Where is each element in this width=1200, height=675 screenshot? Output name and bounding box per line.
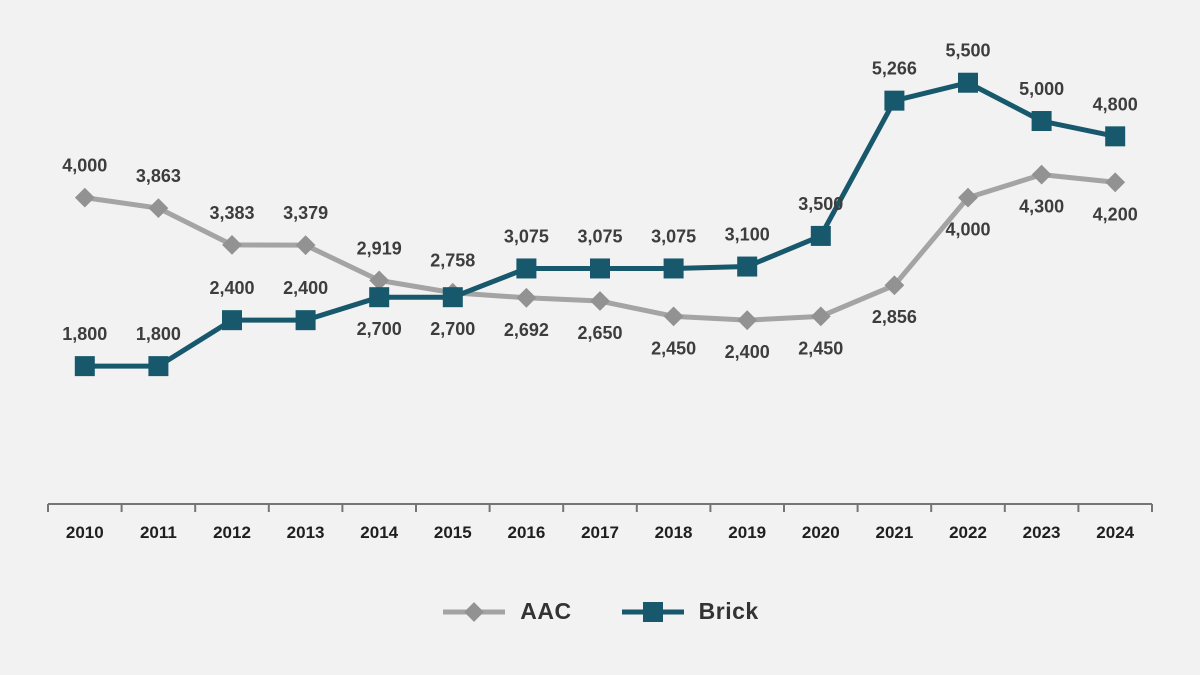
value-label: 5,000: [1019, 79, 1064, 99]
brick-marker-square-icon: [737, 256, 758, 277]
chart-legend: AAC Brick: [0, 598, 1200, 625]
legend-label-aac: AAC: [520, 598, 572, 624]
aac-marker-diamond-icon: [1031, 164, 1052, 185]
aac-marker-diamond-icon: [148, 198, 169, 219]
value-label: 2,450: [798, 338, 843, 358]
value-label: 2,400: [283, 278, 328, 298]
legend-item-aac: AAC: [441, 598, 571, 625]
x-axis-label: 2020: [802, 523, 840, 542]
value-label: 2,856: [872, 307, 917, 327]
x-axis-label: 2017: [581, 523, 619, 542]
brick-marker-square-icon: [442, 287, 463, 308]
brick-marker-square-icon: [295, 310, 316, 331]
x-axis-label: 2010: [66, 523, 104, 542]
value-label: 2,450: [651, 338, 696, 358]
value-label: 1,800: [136, 324, 181, 344]
value-label: 5,266: [872, 59, 917, 79]
value-label: 1,800: [62, 324, 107, 344]
x-axis-label: 2016: [507, 523, 545, 542]
aac-marker-diamond-icon: [295, 235, 316, 256]
value-label: 3,379: [283, 203, 328, 223]
value-label: 2,400: [209, 278, 254, 298]
value-label: 2,700: [430, 319, 475, 339]
brick-value-labels: 1,800 1,800 2,400 2,400 2,700 2,700 3,075 3,075…: [62, 41, 1137, 344]
legend-label-brick: Brick: [698, 598, 759, 624]
value-label: 3,500: [798, 194, 843, 214]
aac-legend-swatch: [443, 601, 506, 622]
value-label: 3,100: [725, 225, 770, 245]
aac-marker-diamond-icon: [1105, 172, 1126, 193]
brick-marker-square-icon: [369, 287, 390, 308]
brick-marker-square-icon: [222, 310, 242, 331]
aac-value-labels: 4,000 3,863 3,383 3,379 2,919 2,758 2,692 2,650…: [62, 156, 1137, 363]
x-axis: 2010 2011 2012 2013 2014 2015 2016 2017 2018 2019…: [47, 503, 1153, 542]
brick-marker-square-icon: [148, 356, 169, 377]
x-axis-label: 2018: [655, 523, 693, 542]
brick-marker-square-icon: [74, 356, 95, 377]
brick-swatch-square-icon: [642, 601, 663, 622]
x-axis-label: 2023: [1023, 523, 1061, 542]
value-label: 2,692: [504, 320, 549, 340]
brick-marker-square-icon: [1031, 111, 1052, 132]
aac-marker-diamond-icon: [737, 310, 758, 331]
brick-marker-square-icon: [884, 90, 905, 111]
value-label: 2,400: [725, 342, 770, 362]
value-label: 3,075: [577, 226, 622, 246]
series-brick: [74, 72, 1126, 377]
value-label: 4,000: [62, 156, 107, 176]
aac-marker-diamond-icon: [369, 270, 390, 291]
x-axis-label: 2022: [949, 523, 987, 542]
aac-marker-diamond-icon: [810, 306, 831, 327]
value-label: 3,075: [651, 226, 696, 246]
value-label: 4,200: [1093, 204, 1138, 224]
aac-marker-diamond-icon: [222, 234, 242, 255]
brick-marker-square-icon: [810, 225, 831, 246]
x-axis-label: 2013: [287, 523, 325, 542]
value-label: 3,863: [136, 166, 181, 186]
x-axis-label: 2011: [140, 523, 177, 542]
aac-marker-diamond-icon: [884, 275, 905, 296]
value-label: 2,758: [430, 251, 475, 271]
x-axis-label: 2015: [434, 523, 472, 542]
brick-marker-square-icon: [516, 258, 537, 279]
aac-marker-diamond-icon: [74, 187, 95, 208]
value-label: 3,075: [504, 226, 549, 246]
aac-marker-diamond-icon: [590, 291, 610, 311]
brick-marker-square-icon: [1105, 126, 1126, 147]
brick-marker-square-icon: [590, 258, 610, 279]
x-axis-label: 2024: [1096, 523, 1134, 542]
aac-swatch-diamond-icon: [464, 601, 485, 622]
value-label: 4,800: [1093, 94, 1138, 114]
brick-marker-square-icon: [663, 258, 684, 279]
value-label: 2,650: [577, 323, 622, 343]
x-axis-label: 2019: [728, 523, 766, 542]
value-label: 2,700: [357, 319, 402, 339]
brick-legend-swatch: [621, 601, 684, 622]
x-axis-label: 2012: [213, 523, 251, 542]
aac-marker-diamond-icon: [516, 287, 537, 308]
value-label: 4,300: [1019, 197, 1064, 217]
x-axis-label: 2021: [875, 523, 913, 542]
x-axis-label: 2014: [360, 523, 398, 542]
aac-marker-diamond-icon: [663, 306, 684, 327]
value-label: 3,383: [209, 203, 254, 223]
brick-marker-square-icon: [958, 72, 978, 93]
value-label: 2,919: [357, 238, 402, 258]
series-aac: [74, 164, 1126, 331]
legend-item-brick: Brick: [620, 598, 759, 625]
value-label: 4,000: [945, 220, 990, 240]
value-label: 5,500: [945, 41, 990, 61]
